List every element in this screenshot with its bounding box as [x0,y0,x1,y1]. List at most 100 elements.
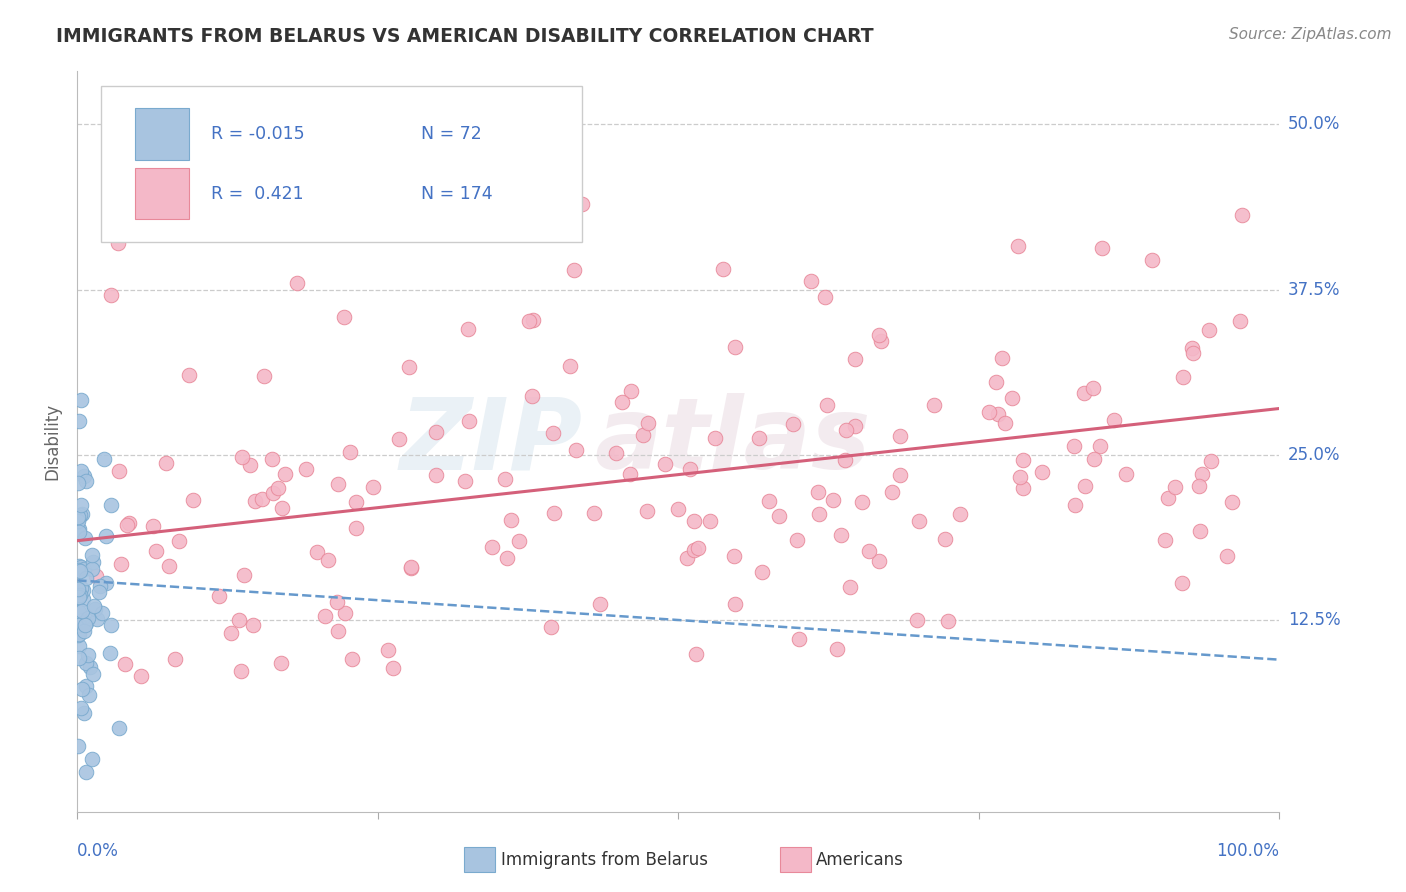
Point [977,405,1000,419]
Point [274,467,297,482]
Point [870,334,893,348]
Point [787,632,810,646]
Text: 12.5%: 12.5% [1288,611,1340,629]
Point [361,480,384,494]
Point [703,431,725,445]
Point [73,531,96,545]
Point [70,508,93,522]
Point [425,425,447,440]
Point [167,533,190,548]
Point [936,614,959,628]
Point [1008,470,1031,484]
Point [1188,479,1211,493]
Point [1229,314,1251,328]
Text: R =  0.421: R = 0.421 [211,185,304,202]
Point [807,484,830,499]
Point [835,423,858,437]
Point [631,428,654,442]
Point [260,451,283,466]
Point [682,543,704,558]
Point [243,494,266,508]
Point [242,618,264,632]
FancyBboxPatch shape [101,87,582,242]
Point [610,395,633,409]
Point [522,312,544,326]
Point [76,611,98,625]
Point [70,604,93,618]
Point [751,566,773,580]
Point [666,502,689,516]
Point [1189,524,1212,538]
Point [160,103,183,118]
Point [232,568,254,582]
Point [457,322,479,336]
Point [287,276,309,290]
Point [683,514,706,528]
Point [100,287,122,301]
Point [800,274,823,288]
Point [454,475,477,489]
Point [270,656,292,670]
Point [75,656,97,670]
Point [1063,439,1085,453]
Point [1007,239,1029,253]
Point [1115,467,1137,481]
Point [80,548,103,562]
Point [782,417,804,431]
Point [98,647,121,661]
Point [1154,533,1177,548]
Point [654,457,676,471]
Point [82,555,104,569]
Point [69,565,91,579]
Point [834,453,856,467]
Point [398,360,420,375]
Point [1081,381,1104,395]
Text: atlas: atlas [595,393,870,490]
Point [69,414,91,428]
Point [679,462,702,476]
Point [219,626,242,640]
Point [73,706,96,721]
Point [66,523,89,537]
Point [564,442,586,457]
Point [1157,491,1180,505]
Point [73,618,96,632]
Point [72,615,94,630]
Point [339,445,361,459]
Point [1215,549,1237,563]
Point [571,196,593,211]
Point [72,592,94,607]
Point [77,688,100,702]
Text: Immigrants from Belarus: Immigrants from Belarus [501,851,707,869]
Bar [135,109,190,161]
Point [1181,342,1204,356]
Point [328,477,350,491]
Point [882,484,904,499]
Point [1102,413,1125,427]
Point [723,549,745,563]
Point [758,493,780,508]
Point [858,543,880,558]
Point [75,765,97,780]
Point [396,157,419,171]
Point [748,431,770,445]
Point [69,605,91,619]
Point [994,416,1017,430]
Point [157,559,180,574]
Point [67,522,90,536]
Point [118,516,141,530]
Point [344,521,367,535]
Point [1031,465,1053,479]
Point [271,500,294,515]
Text: ZIP: ZIP [399,393,582,490]
Point [114,657,136,671]
Point [77,648,100,663]
Point [96,528,118,542]
Text: 0.0%: 0.0% [77,842,120,860]
Point [332,310,354,325]
Point [908,514,931,528]
Text: 37.5%: 37.5% [1288,280,1340,299]
Point [1220,495,1243,509]
Point [768,509,790,524]
Point [129,668,152,682]
